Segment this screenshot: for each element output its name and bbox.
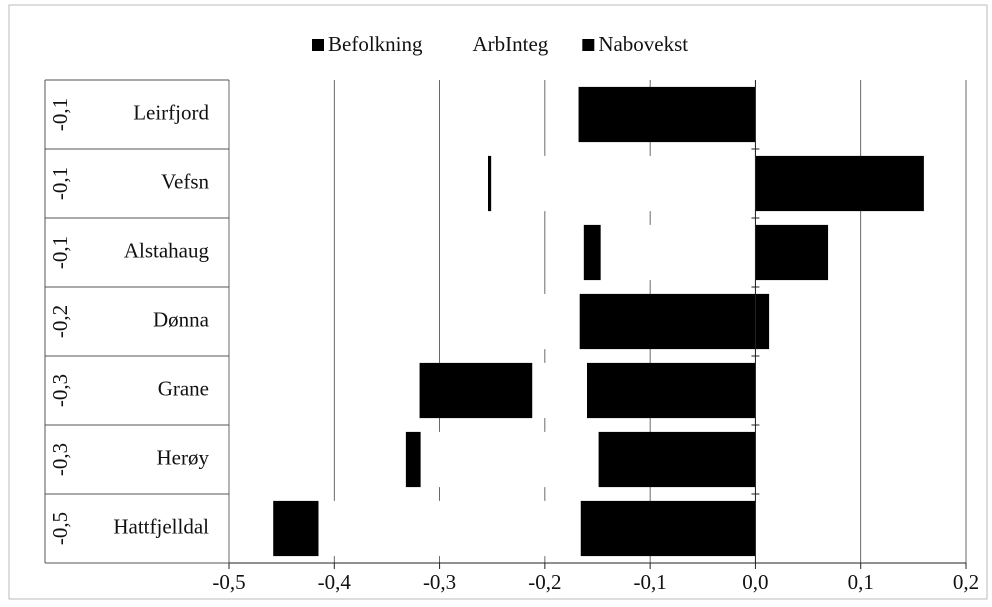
bar [755, 293, 770, 350]
x-tick-label: -0,3 [423, 570, 456, 594]
bar [579, 293, 756, 350]
bar [530, 293, 580, 350]
x-tick-label: -0,2 [528, 570, 561, 594]
bar [755, 224, 829, 281]
legend-label: Befolkning [328, 32, 423, 56]
category-label: Leirfjord [133, 100, 209, 124]
category-label: Hattfjelldal [113, 514, 209, 538]
bar [586, 362, 756, 419]
total-label: -0,1 [48, 98, 72, 131]
total-label: -0,1 [48, 167, 72, 200]
bar [532, 362, 587, 419]
total-label: -0,5 [48, 512, 72, 545]
bar [580, 500, 756, 557]
legend-label: ArbInteg [473, 32, 549, 56]
category-label: Vefsn [161, 169, 209, 193]
x-tick-label: -0,1 [634, 570, 667, 594]
bar [318, 500, 581, 557]
legend-swatch [456, 39, 469, 51]
legend-swatch [582, 39, 595, 51]
total-label: -0,2 [48, 305, 72, 338]
bar [578, 86, 756, 143]
legend-label: Nabovekst [598, 32, 688, 56]
bar [598, 431, 756, 488]
total-label: -0,3 [48, 374, 72, 407]
total-label: -0,1 [48, 236, 72, 269]
category-label: Alstahaug [124, 238, 210, 262]
bar [755, 86, 830, 143]
bar [273, 500, 319, 557]
bar [491, 155, 756, 212]
bar [419, 362, 533, 419]
x-tick-label: 0,1 [848, 570, 874, 594]
x-tick-label: 0,0 [742, 570, 768, 594]
chart-frame [8, 4, 988, 600]
x-tick-label: 0,2 [953, 570, 979, 594]
total-label: -0,3 [48, 443, 72, 476]
bar [583, 224, 601, 281]
bar [755, 155, 924, 212]
category-label: Herøy [157, 445, 210, 469]
bar [405, 431, 421, 488]
category-label: Dønna [153, 307, 210, 331]
x-tick-label: -0,4 [318, 570, 352, 594]
bar [600, 224, 756, 281]
category-label: Grane [158, 376, 209, 400]
bar [488, 155, 492, 212]
bar [420, 431, 599, 488]
x-tick-label: -0,5 [212, 570, 245, 594]
legend-swatch [312, 39, 324, 51]
